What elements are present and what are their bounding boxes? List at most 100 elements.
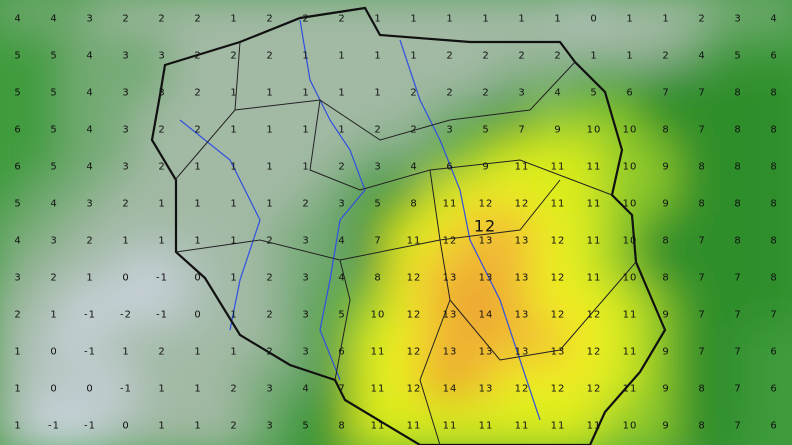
grid-value: 6 <box>770 383 778 395</box>
grid-value: 2 <box>266 346 274 358</box>
grid-value: 7 <box>338 383 346 395</box>
grid-value: 1 <box>302 161 310 173</box>
grid-value: 9 <box>662 198 670 210</box>
grid-value: 8 <box>770 87 778 99</box>
grid-value: 12 <box>550 383 566 395</box>
grid-value: 4 <box>86 50 94 62</box>
grid-value: 1 <box>230 235 238 247</box>
grid-value: 2 <box>482 50 490 62</box>
grid-value: 8 <box>662 272 670 284</box>
grid-value: 1 <box>518 13 526 25</box>
grid-value: 2 <box>266 50 274 62</box>
grid-value: 2 <box>122 198 130 210</box>
grid-value: 3 <box>302 346 310 358</box>
grid-value: 8 <box>734 87 742 99</box>
grid-value: 11 <box>514 420 530 432</box>
grid-value: 8 <box>734 235 742 247</box>
grid-value: 7 <box>734 272 742 284</box>
grid-value: 1 <box>50 309 58 321</box>
grid-value: 2 <box>230 420 238 432</box>
grid-value: 4 <box>554 87 562 99</box>
grid-value: 9 <box>554 124 562 136</box>
grid-value: 5 <box>14 198 22 210</box>
province-border <box>339 239 637 361</box>
grid-value: 13 <box>514 235 530 247</box>
grid-value: 12 <box>478 198 494 210</box>
grid-value: 1 <box>230 272 238 284</box>
grid-value: 8 <box>770 161 778 173</box>
grid-value: 1 <box>194 383 202 395</box>
grid-value: 6 <box>770 346 778 358</box>
grid-value: 14 <box>442 383 458 395</box>
grid-value: 1 <box>302 124 310 136</box>
grid-value: 10 <box>586 124 602 136</box>
grid-value: 7 <box>734 383 742 395</box>
grid-value: 11 <box>550 198 566 210</box>
grid-value: 2 <box>698 13 706 25</box>
grid-value: 1 <box>230 124 238 136</box>
grid-value: 11 <box>442 420 458 432</box>
grid-value: 4 <box>338 235 346 247</box>
grid-value: 2 <box>50 272 58 284</box>
grid-value: 10 <box>622 124 638 136</box>
grid-value: 13 <box>442 309 458 321</box>
grid-value: 5 <box>734 50 742 62</box>
grid-value: 1 <box>230 13 238 25</box>
grid-value: 1 <box>194 198 202 210</box>
grid-value: 10 <box>622 161 638 173</box>
grid-value: 1 <box>194 161 202 173</box>
river <box>299 19 366 381</box>
grid-value: 3 <box>302 235 310 247</box>
grid-value: 11 <box>370 346 386 358</box>
river <box>179 119 261 331</box>
grid-value: 3 <box>266 420 274 432</box>
grid-value: 2 <box>266 235 274 247</box>
grid-value: 12 <box>586 346 602 358</box>
grid-value: 2 <box>410 87 418 99</box>
grid-value: 3 <box>734 13 742 25</box>
province-border <box>309 99 613 196</box>
grid-value: -1 <box>84 346 96 358</box>
grid-value: 1 <box>194 235 202 247</box>
grid-value: 4 <box>14 13 22 25</box>
grid-value: 3 <box>446 124 454 136</box>
grid-value: 7 <box>698 309 706 321</box>
grid-value: 9 <box>662 309 670 321</box>
grid-value: 2 <box>338 161 346 173</box>
field-cell <box>746 397 792 445</box>
grid-value: 1 <box>230 87 238 99</box>
river <box>399 39 541 421</box>
grid-value: 0 <box>122 420 130 432</box>
grid-value: 1 <box>230 346 238 358</box>
grid-value: 1 <box>158 420 166 432</box>
grid-value: 4 <box>410 161 418 173</box>
grid-value: 12 <box>550 272 566 284</box>
grid-value: 13 <box>478 235 494 247</box>
grid-value: 3 <box>302 272 310 284</box>
grid-value: -1 <box>84 420 96 432</box>
grid-value: 4 <box>14 235 22 247</box>
grid-value: 2 <box>338 13 346 25</box>
grid-value: 2 <box>122 13 130 25</box>
grid-value: 9 <box>662 420 670 432</box>
grid-value: 5 <box>338 309 346 321</box>
grid-value: 3 <box>302 309 310 321</box>
grid-value: 4 <box>86 87 94 99</box>
grid-value: 13 <box>514 346 530 358</box>
grid-value: 13 <box>478 346 494 358</box>
grid-value: 13 <box>550 346 566 358</box>
grid-value: 1 <box>338 50 346 62</box>
grid-value: 1 <box>410 50 418 62</box>
grid-value: 6 <box>770 420 778 432</box>
grid-value: -2 <box>120 309 132 321</box>
grid-value: 2 <box>554 50 562 62</box>
grid-value: 8 <box>698 198 706 210</box>
grid-value: 2 <box>86 235 94 247</box>
grid-value: 2 <box>158 161 166 173</box>
grid-value: 8 <box>734 124 742 136</box>
grid-value: 1 <box>14 383 22 395</box>
grid-value: 8 <box>410 198 418 210</box>
grid-value: 8 <box>374 272 382 284</box>
